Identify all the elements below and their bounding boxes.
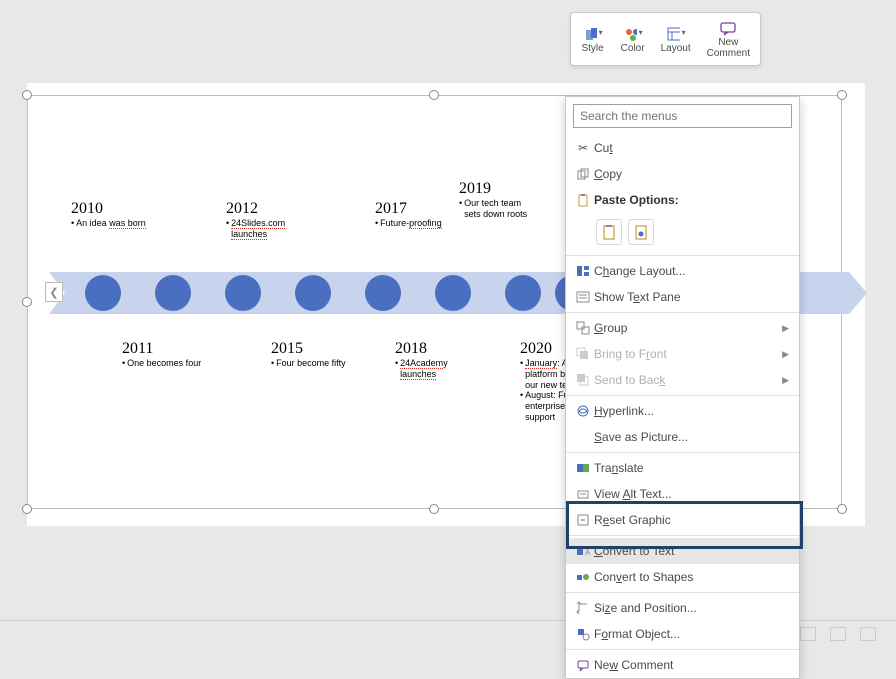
item-text: Our tech team sets down roots bbox=[459, 198, 529, 220]
menu-convert-text[interactable]: A Convert to Text bbox=[566, 538, 799, 564]
paste-icon bbox=[572, 193, 594, 207]
hyperlink-icon bbox=[572, 404, 594, 418]
timeline-dot bbox=[155, 275, 191, 311]
timeline-dot bbox=[295, 275, 331, 311]
year-label: 2019 bbox=[459, 180, 529, 198]
convert-text-icon: A bbox=[572, 544, 594, 558]
selection-handle[interactable] bbox=[22, 90, 32, 100]
selection-handle[interactable] bbox=[429, 504, 439, 514]
year-label: 2010 bbox=[71, 200, 153, 218]
year-label: 2018 bbox=[395, 340, 477, 358]
menu-translate[interactable]: Translate bbox=[566, 455, 799, 481]
timeline-dot bbox=[435, 275, 471, 311]
menu-size-position[interactable]: Size and Position... bbox=[566, 595, 799, 621]
year-label: 2012 bbox=[226, 200, 308, 218]
menu-format-object[interactable]: Format Object... bbox=[566, 621, 799, 647]
timeline-item: 2017 Future-proofing bbox=[375, 200, 457, 229]
item-text: Future-proofing bbox=[375, 218, 457, 229]
group-icon bbox=[572, 321, 594, 335]
submenu-arrow-icon: ▶ bbox=[782, 323, 789, 334]
layout-icon: ▾ bbox=[666, 25, 686, 43]
item-text: An idea was born bbox=[71, 218, 153, 229]
view-reading-icon[interactable] bbox=[860, 627, 876, 641]
timeline-item: 2010 An idea was born bbox=[71, 200, 153, 229]
menu-save-picture[interactable]: Save as Picture... bbox=[566, 424, 799, 450]
layout-button[interactable]: ▾ Layout bbox=[655, 17, 697, 61]
view-sorter-icon[interactable] bbox=[830, 627, 846, 641]
menu-convert-shapes[interactable]: Convert to Shapes bbox=[566, 564, 799, 590]
selection-handle[interactable] bbox=[429, 90, 439, 100]
menu-change-layout[interactable]: Change Layout... bbox=[566, 258, 799, 284]
color-icon: ▾ bbox=[623, 25, 643, 43]
item-text: Four become fifty bbox=[271, 358, 353, 369]
new-comment-label: New Comment bbox=[707, 37, 750, 59]
comment-icon bbox=[718, 19, 738, 37]
year-label: 2011 bbox=[122, 340, 204, 358]
menu-new-comment[interactable]: New Comment bbox=[566, 652, 799, 678]
selection-handle[interactable] bbox=[22, 504, 32, 514]
view-normal-icon[interactable] bbox=[800, 627, 816, 641]
cut-icon: ✂ bbox=[572, 141, 594, 155]
size-position-icon bbox=[572, 601, 594, 615]
menu-alt-text[interactable]: View Alt Text... bbox=[566, 481, 799, 507]
color-button[interactable]: ▾ Color bbox=[615, 17, 651, 61]
menu-bring-front: Bring to Front ▶ bbox=[566, 341, 799, 367]
change-layout-icon bbox=[572, 264, 594, 278]
comment-icon bbox=[572, 658, 594, 672]
paste-options-row bbox=[566, 213, 799, 253]
timeline-dot bbox=[225, 275, 261, 311]
style-label: Style bbox=[581, 43, 603, 54]
layout-label: Layout bbox=[661, 43, 691, 54]
timeline-item: 2011 One becomes four bbox=[122, 340, 204, 369]
item-text: One becomes four bbox=[122, 358, 204, 369]
menu-cut[interactable]: ✂ Cut bbox=[566, 135, 799, 161]
item-text: 24Academy launches bbox=[395, 358, 477, 380]
year-label: 2015 bbox=[271, 340, 353, 358]
context-menu: ✂ Cut Copy Paste Options: Change Layout.… bbox=[565, 96, 800, 679]
copy-icon bbox=[572, 167, 594, 181]
style-icon: ▾ bbox=[583, 25, 603, 43]
selection-handle[interactable] bbox=[22, 297, 32, 307]
selection-handle[interactable] bbox=[837, 504, 847, 514]
timeline-dot bbox=[505, 275, 541, 311]
reset-icon bbox=[572, 513, 594, 527]
menu-search-input[interactable] bbox=[573, 104, 792, 128]
paste-option-2[interactable] bbox=[628, 219, 654, 245]
item-text: 24Slides.com launches bbox=[226, 218, 308, 240]
selection-handle[interactable] bbox=[837, 90, 847, 100]
color-label: Color bbox=[621, 43, 645, 54]
timeline-nav-left[interactable]: ❮ bbox=[45, 282, 63, 302]
timeline-band-tip bbox=[849, 272, 867, 314]
svg-text:A: A bbox=[585, 548, 590, 557]
smartart-mini-toolbar: ▾ Style ▾ Color ▾ Layout New Comment bbox=[570, 12, 761, 66]
menu-copy[interactable]: Copy bbox=[566, 161, 799, 187]
menu-reset-graphic[interactable]: Reset Graphic bbox=[566, 507, 799, 533]
timeline-item: 2015 Four become fifty bbox=[271, 340, 353, 369]
convert-shapes-icon bbox=[572, 570, 594, 584]
menu-paste-options-header: Paste Options: bbox=[566, 187, 799, 213]
timeline-dot bbox=[85, 275, 121, 311]
year-label: 2017 bbox=[375, 200, 457, 218]
alt-text-icon bbox=[572, 487, 594, 501]
style-button[interactable]: ▾ Style bbox=[575, 17, 611, 61]
bring-front-icon bbox=[572, 347, 594, 361]
menu-send-back: Send to Back ▶ bbox=[566, 367, 799, 393]
timeline-dot bbox=[365, 275, 401, 311]
send-back-icon bbox=[572, 373, 594, 387]
format-object-icon bbox=[572, 627, 594, 641]
timeline-item: 2012 24Slides.com launches bbox=[226, 200, 308, 240]
text-pane-icon bbox=[572, 290, 594, 304]
menu-show-text-pane[interactable]: Show Text Pane bbox=[566, 284, 799, 310]
timeline-item: 2019 Our tech team sets down roots bbox=[459, 180, 529, 220]
new-comment-button[interactable]: New Comment bbox=[701, 17, 756, 61]
paste-option-1[interactable] bbox=[596, 219, 622, 245]
menu-hyperlink[interactable]: Hyperlink... bbox=[566, 398, 799, 424]
translate-icon bbox=[572, 461, 594, 475]
timeline-item: 2018 24Academy launches bbox=[395, 340, 477, 380]
menu-group[interactable]: Group ▶ bbox=[566, 315, 799, 341]
